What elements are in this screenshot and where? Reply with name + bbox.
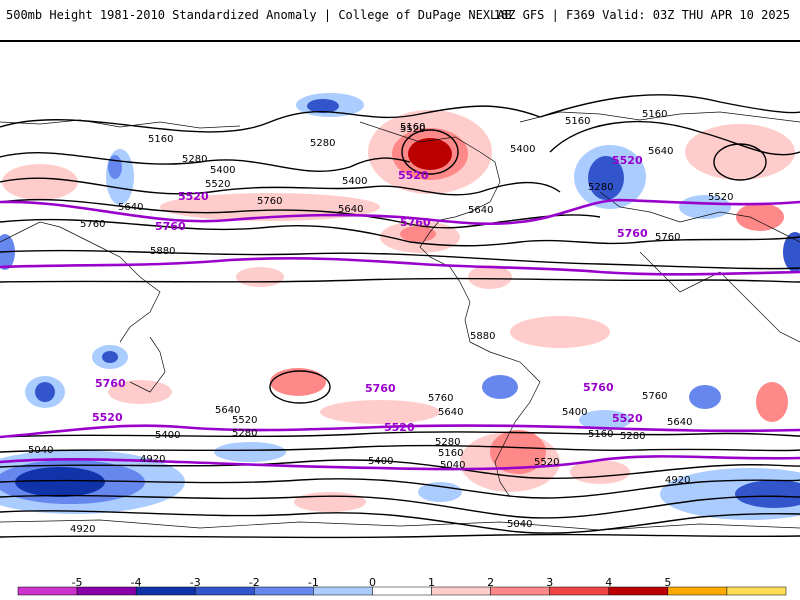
reference-label: 5520: [178, 190, 209, 203]
reference-contour-labels: 5520 5760 5520 5760 5520 5760 5760 5520 …: [92, 154, 648, 434]
reference-label: 5520: [398, 169, 429, 182]
contour-label: 5040: [28, 445, 53, 456]
map-title: 500mb Height 1981-2010 Standardized Anom…: [6, 8, 512, 22]
contour-label: 5160: [438, 448, 463, 459]
contour-label: 5400: [342, 176, 367, 187]
reference-label: 5760: [155, 220, 186, 233]
colorbar-tick-label: 1: [428, 576, 436, 589]
contour-label: 5760: [642, 391, 667, 402]
contour-label: 5640: [468, 205, 493, 216]
contour-label: 5640: [438, 407, 463, 418]
map-panel[interactable]: 5160 5160 5160 5160 5280 5280 5400 5400 …: [0, 41, 800, 560]
contour-label: 5520: [205, 179, 230, 190]
reference-label: 5520: [92, 411, 123, 424]
contour-label: 4920: [140, 454, 165, 465]
contour-label: 5280: [435, 437, 460, 448]
colorbar-swatch: [135, 586, 196, 596]
contour-label: 5400: [510, 144, 535, 155]
reference-label: 5760: [583, 381, 614, 394]
height-contours: [0, 94, 800, 539]
contour-label: 5040: [440, 460, 465, 471]
contour-label: 5280: [182, 154, 207, 165]
contour-label: 5760: [257, 196, 282, 207]
contour-label: 5400: [155, 430, 180, 441]
colorbar-tick-label: 0: [368, 576, 376, 589]
contour-label: 5640: [338, 204, 363, 215]
colorbar-swatch: [431, 586, 491, 596]
colorbar-swatch: [372, 586, 432, 596]
contour-label: 5400: [562, 407, 587, 418]
colorbar-tick-label: -2: [248, 576, 260, 589]
model-run-info: 18Z GFS | F369 Valid: 03Z THU APR 10 202…: [493, 8, 790, 22]
reference-label: 5520: [612, 412, 643, 425]
colorbar-swatch: [726, 586, 787, 596]
contour-label: 5880: [150, 246, 175, 257]
contour-label: 5520: [534, 457, 559, 468]
colorbar-tick-label: 4: [605, 576, 613, 589]
colorbar-tick-label: 2: [487, 576, 495, 589]
contour-label: 5760: [655, 232, 680, 243]
contour-label: 5280: [588, 182, 613, 193]
contour-label: 5640: [648, 146, 673, 157]
contour-label: 5280: [310, 138, 335, 149]
reference-label: 5520: [384, 421, 415, 434]
reference-label: 5520: [612, 154, 643, 167]
contour-label: 5520: [232, 415, 257, 426]
colorbar-tick-label: -5: [71, 576, 83, 589]
colorbar-swatch: [608, 586, 669, 596]
contour-label: 5160: [642, 109, 667, 120]
colorbar-tick-label: 3: [546, 576, 554, 589]
reference-label: 5760: [365, 382, 396, 395]
contour-label: 5880: [470, 331, 495, 342]
contour-label: 5640: [667, 417, 692, 428]
colorbar-swatch: [17, 586, 78, 596]
anomaly-shading: [0, 93, 800, 520]
contour-label: 5160: [400, 122, 425, 133]
coastlines: [0, 111, 800, 531]
contour-label: 5760: [428, 393, 453, 404]
colorbar-panel: [0, 559, 800, 600]
contour-label: 5400: [210, 165, 235, 176]
contour-label: 5040: [507, 519, 532, 530]
reference-label: 5760: [400, 216, 431, 229]
contour-label: 5520: [708, 192, 733, 203]
contour-label: 5400: [368, 456, 393, 467]
colorbar-swatch: [254, 586, 314, 596]
contour-label: 4920: [665, 475, 690, 486]
colorbar-tick-label: -4: [130, 576, 142, 589]
contour-labels: 5160 5160 5160 5160 5280 5280 5400 5400 …: [28, 109, 733, 535]
colorbar: [17, 586, 787, 596]
colorbar-swatch: [313, 586, 373, 596]
header: 500mb Height 1981-2010 Standardized Anom…: [0, 0, 800, 41]
contour-label: 5640: [215, 405, 240, 416]
contour-label: 5160: [588, 429, 613, 440]
contour-label: 5160: [565, 116, 590, 127]
colorbar-swatch: [76, 586, 137, 596]
contour-label: 5280: [232, 428, 257, 439]
colorbar-tick-label: 5: [664, 576, 672, 589]
contour-label: 5520: [400, 124, 425, 135]
colorbar-tick-label: -1: [307, 576, 319, 589]
reference-label: 5760: [95, 377, 126, 390]
contour-label: 5160: [148, 134, 173, 145]
colorbar-swatch: [549, 586, 610, 596]
colorbar-swatch: [490, 586, 550, 596]
reference-label: 5760: [617, 227, 648, 240]
contour-label: 5760: [80, 219, 105, 230]
colorbar-swatch: [194, 586, 255, 596]
contour-label: 4920: [70, 524, 95, 535]
contour-label: 5640: [118, 202, 143, 213]
colorbar-swatch: [667, 586, 728, 596]
reference-contours: [0, 198, 800, 471]
colorbar-tick-label: -3: [189, 576, 201, 589]
contour-label: 5280: [620, 431, 645, 442]
anomaly-map: 5160 5160 5160 5160 5280 5280 5400 5400 …: [0, 93, 800, 539]
